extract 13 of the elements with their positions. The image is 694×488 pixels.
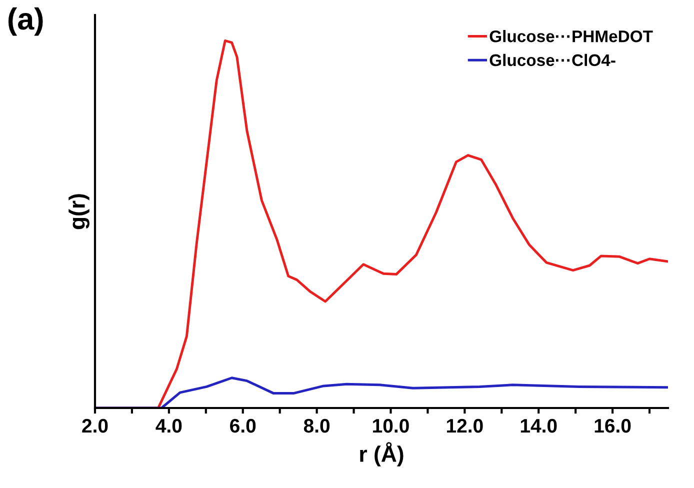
x-tick-label: 2.0 — [82, 418, 108, 433]
x-tick-label: 6.0 — [230, 418, 256, 433]
x-tick-label: 16.0 — [594, 418, 631, 433]
x-axis-title: r (Å) — [360, 442, 404, 466]
x-tick-label: 12.0 — [446, 418, 483, 433]
x-tick-label: 14.0 — [520, 418, 557, 433]
legend-label: Glucose···PHMeDOT — [490, 30, 653, 42]
y-axis-title: g(r) — [68, 194, 90, 230]
legend-label: Glucose···ClO4- — [490, 54, 616, 66]
x-tick-label: 10.0 — [373, 418, 409, 433]
x-tick-label: 8.0 — [304, 418, 330, 433]
x-tick-label: 4.0 — [156, 418, 182, 433]
text: (a) — [8, 7, 43, 36]
